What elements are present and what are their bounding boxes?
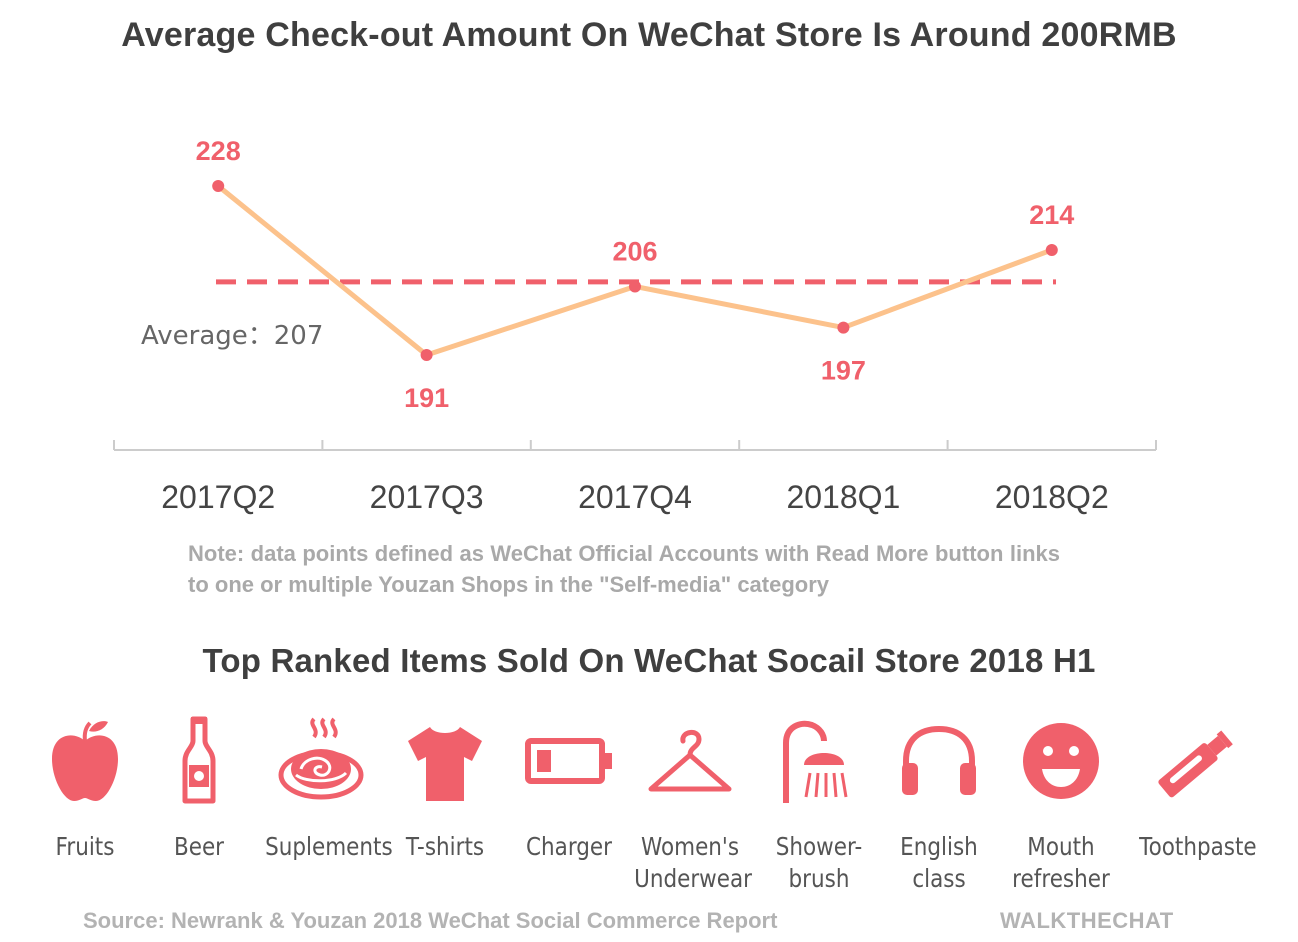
item-label: Shower-brush [775,832,863,893]
item-label: Women's Underwear [634,832,753,893]
item-label: English class [900,832,978,893]
data-point [212,180,225,192]
item-supplements: Suplements [256,715,393,863]
data-point [420,349,433,361]
toothpaste-tube-icon [1158,730,1233,798]
data-point [837,321,850,334]
item-label: Charger [526,832,612,861]
item-shower-brush: Shower-brush [754,715,884,895]
item-label: Fruits [55,832,115,861]
item-label: Mouth refresher [1012,832,1110,893]
line-chart: 2017Q2 2017Q3 2017Q4 2018Q1 2018Q2 Average：20… [113,136,1157,515]
item-label: Beer [173,832,225,861]
tshirt-icon [408,727,482,801]
hanger-icon [648,730,732,792]
x-tick-label: 2018Q2 [995,479,1109,515]
item-label: T-shirts [405,832,485,861]
x-tick-label: 2017Q4 [578,479,692,515]
data-label: 228 [196,136,241,166]
item-womens-underwear: Women's Underwear [625,715,755,895]
item-label: Suplements [265,832,393,861]
supplement-bowl-icon [278,717,364,800]
item-beer: Beer [134,715,264,863]
x-tick-label: 2017Q3 [370,479,484,515]
item-fruits: Fruits [20,715,150,863]
item-english-class: English class [874,715,1004,895]
item-mouth-refresher: Mouth refresher [996,715,1126,895]
apple-icon [52,721,118,801]
data-label: 197 [821,356,866,386]
data-label: 206 [612,236,657,266]
series-line [216,184,1053,358]
source-note: Source: Newrank & Youzan 2018 WeChat Soc… [83,908,778,933]
average-label: Average：207 [141,321,323,351]
x-tick-label: 2017Q2 [161,479,275,515]
item-tshirts: T-shirts [380,715,510,863]
smiley-face-icon [1023,723,1099,799]
brand-logo-text: WALKTHECHAT [1000,908,1174,933]
item-charger: Charger [504,715,634,863]
data-point [629,280,641,293]
x-tick-label: 2018Q1 [786,479,900,515]
chart-note: Note: data points defined as WeChat Offi… [188,541,1060,597]
section-title: Top Ranked Items Sold On WeChat Socail S… [202,642,1096,679]
beer-bottle-icon [182,716,216,804]
shower-icon [783,720,848,803]
battery-charger-icon [525,738,612,784]
data-label: 191 [404,383,449,413]
data-label: 214 [1029,200,1074,230]
top-items-row: Fruits Beer Suplements T-shirts [0,715,1298,895]
chart-title: Average Check-out Amount On WeChat Store… [121,16,1177,54]
item-label: Toothpaste [1139,832,1257,861]
headphones-icon [902,725,976,795]
item-toothpaste: Toothpaste [1130,715,1260,863]
data-point [1045,243,1058,256]
